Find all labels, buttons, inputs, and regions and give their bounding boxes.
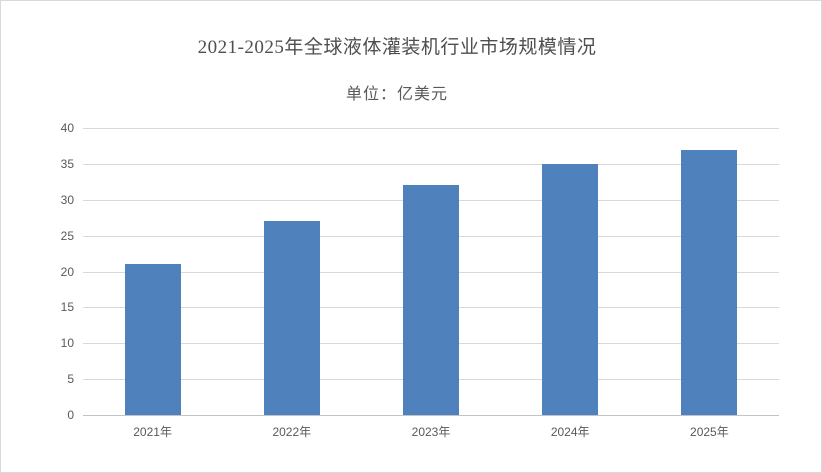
y-tick-label-25: 25 — [60, 228, 74, 243]
plot-area: 0 5 10 15 20 25 30 35 40 2021年 2022年 2023年 2024年 202… — [61, 122, 779, 439]
y-tick-label-5: 5 — [67, 371, 74, 386]
y-tick-label-35: 35 — [60, 156, 74, 171]
x-tick-label-2024年: 2024年 — [550, 425, 590, 439]
x-tick-label-2021年: 2021年 — [133, 425, 172, 439]
y-tick-label-15: 15 — [60, 300, 74, 315]
bar-2025年 — [681, 149, 738, 415]
bar-2021年 — [124, 264, 181, 415]
x-tick-label-2023年: 2023年 — [411, 425, 451, 439]
y-tick-label-0: 0 — [67, 407, 74, 422]
bar-2022年 — [263, 221, 320, 415]
gridline-35 — [83, 163, 779, 165]
chart-subtitle: 单位：亿美元 — [345, 86, 448, 103]
y-tick-label-40: 40 — [60, 120, 74, 135]
x-tick-label-2025年: 2025年 — [690, 425, 729, 439]
y-tick-label-10: 10 — [60, 336, 74, 351]
bar-2024年 — [542, 163, 599, 415]
x-tick-label-2022年: 2022年 — [272, 425, 312, 439]
y-tick-label-20: 20 — [60, 264, 74, 279]
y-tick-label-30: 30 — [60, 192, 74, 207]
gridline-0 — [83, 415, 779, 416]
bar-2023年 — [403, 185, 459, 415]
chart-title: 2021-2025年全球液体灌装机行业市场规模情况 — [197, 37, 597, 58]
gridline-40 — [83, 128, 779, 129]
